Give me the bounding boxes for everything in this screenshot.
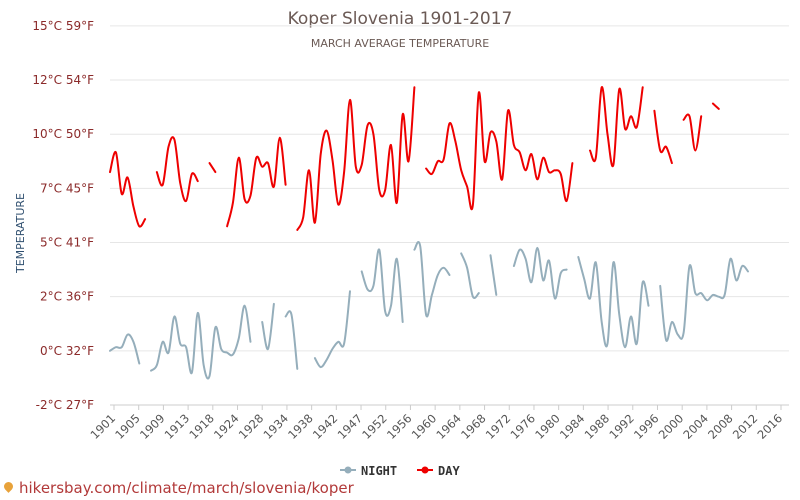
y-axis-ticks: -2°C 27°F 0°C 32°F 2°C 36°F 5°C 41°F 7°C 45°… bbox=[32, 19, 94, 412]
series-line-day bbox=[425, 91, 574, 211]
x-tick-label: 1928 bbox=[236, 411, 267, 442]
x-tick-label: 1964 bbox=[433, 411, 464, 442]
legend-night-label: NIGHT bbox=[361, 464, 397, 478]
source-text: hikersbay.com/climate/march/slovenia/kop… bbox=[19, 479, 354, 497]
series-line-night bbox=[150, 304, 252, 380]
x-tick-label: 1947 bbox=[335, 411, 366, 442]
y-tick-label: 15°C 59°F bbox=[32, 19, 94, 33]
x-tick-label: 2016 bbox=[755, 411, 786, 442]
series-line-day bbox=[155, 136, 199, 203]
legend-day-label: DAY bbox=[438, 464, 460, 478]
x-tick-label: 2012 bbox=[730, 411, 761, 442]
x-tick-label: 1996 bbox=[631, 411, 662, 442]
x-tick-label: 2000 bbox=[656, 411, 687, 442]
x-tick-label: 1988 bbox=[582, 411, 613, 442]
x-tick-label: 2008 bbox=[705, 411, 736, 442]
legend-day-marker bbox=[421, 466, 429, 474]
series-line-night bbox=[284, 310, 299, 370]
series-line-night bbox=[360, 248, 404, 323]
grid-lines bbox=[110, 25, 789, 406]
y-tick-label: 7°C 45°F bbox=[40, 181, 94, 195]
x-tick-label: 1918 bbox=[186, 411, 217, 442]
x-tick-label: 1976 bbox=[507, 411, 538, 442]
y-tick-label: 5°C 41°F bbox=[40, 236, 94, 250]
x-tick-label: 1968 bbox=[458, 411, 489, 442]
series-line-day bbox=[589, 86, 644, 168]
y-axis-label: TEMPERATURE bbox=[14, 193, 27, 274]
series-line-day bbox=[711, 102, 720, 110]
x-tick-label: 1972 bbox=[483, 411, 514, 442]
series-line-night bbox=[489, 254, 498, 296]
legend-item-night[interactable]: NIGHT bbox=[340, 464, 397, 478]
x-tick-label: 1942 bbox=[310, 411, 341, 442]
y-tick-label: 0°C 32°F bbox=[40, 344, 94, 358]
source-link[interactable]: hikersbay.com/climate/march/slovenia/kop… bbox=[2, 479, 354, 497]
x-tick-label: 1901 bbox=[88, 411, 119, 442]
x-axis-ticks: 1901190519091913191819241928193419381942… bbox=[88, 405, 786, 442]
legend-item-day[interactable]: DAY bbox=[417, 464, 460, 478]
legend[interactable]: NIGHT DAY bbox=[340, 464, 460, 478]
x-tick-label: 1913 bbox=[162, 411, 193, 442]
series-line-night bbox=[261, 302, 275, 351]
x-tick-label: 1905 bbox=[112, 411, 143, 442]
series-line-night bbox=[512, 246, 568, 300]
chart-subtitle: MARCH AVERAGE TEMPERATURE bbox=[311, 37, 489, 50]
series-line-day bbox=[208, 162, 217, 174]
chart-title: Koper Slovenia 1901-2017 bbox=[288, 9, 513, 29]
x-tick-label: 1984 bbox=[557, 411, 588, 442]
x-tick-label: 1960 bbox=[409, 411, 440, 442]
series-line-day bbox=[653, 109, 673, 165]
series-line-day bbox=[682, 113, 703, 152]
x-tick-label: 1956 bbox=[384, 411, 415, 442]
legend-night-marker bbox=[344, 466, 352, 474]
series-day bbox=[109, 86, 720, 231]
series-line-night bbox=[577, 256, 650, 349]
x-tick-label: 1924 bbox=[211, 411, 242, 442]
series-line-day bbox=[109, 150, 147, 228]
location-pin-icon bbox=[2, 480, 15, 493]
series-line-night bbox=[413, 241, 451, 318]
series-layer bbox=[109, 86, 749, 380]
y-tick-label: -2°C 27°F bbox=[36, 398, 94, 412]
y-tick-label: 2°C 36°F bbox=[40, 290, 94, 304]
x-tick-label: 1980 bbox=[532, 411, 563, 442]
x-tick-label: 1992 bbox=[606, 411, 637, 442]
x-tick-label: 1934 bbox=[260, 411, 291, 442]
x-tick-label: 1952 bbox=[359, 411, 390, 442]
y-tick-label: 10°C 50°F bbox=[32, 127, 94, 141]
series-line-night bbox=[109, 333, 141, 365]
x-tick-label: 1909 bbox=[137, 411, 168, 442]
series-line-night bbox=[460, 252, 480, 299]
x-tick-label: 2004 bbox=[680, 411, 711, 442]
x-tick-label: 1938 bbox=[285, 411, 316, 442]
series-night bbox=[109, 241, 749, 380]
series-line-night bbox=[659, 257, 749, 342]
y-tick-label: 12°C 54°F bbox=[32, 73, 94, 87]
series-line-night bbox=[313, 290, 351, 369]
series-line-day bbox=[226, 136, 287, 228]
series-line-day bbox=[296, 86, 416, 231]
